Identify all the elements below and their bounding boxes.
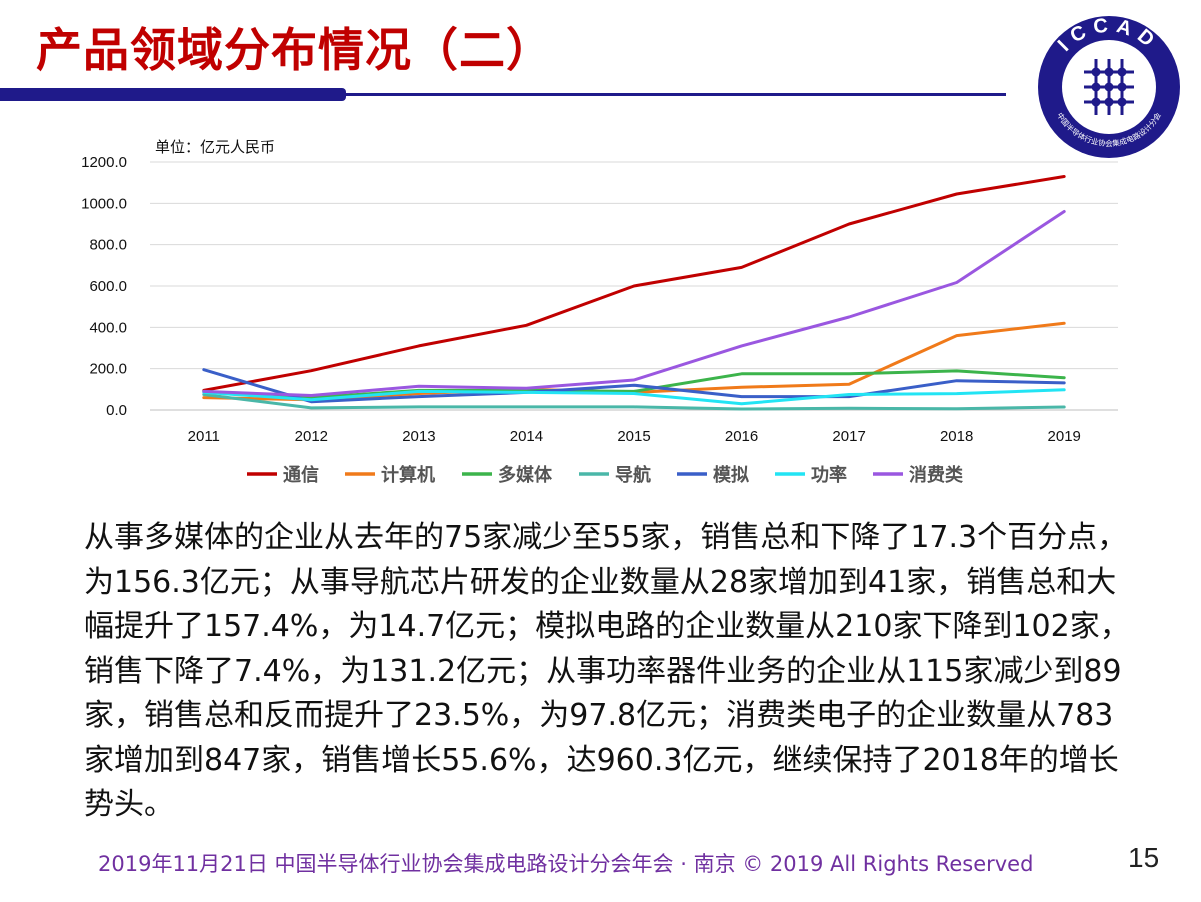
series-line-消费类	[202, 210, 1066, 397]
x-tick-label: 2013	[402, 428, 435, 445]
y-tick-label: 400.0	[89, 319, 127, 336]
x-tick-label: 2012	[295, 428, 328, 445]
title-underline-thick	[0, 88, 346, 101]
summary-paragraph: 从事多媒体的企业从去年的75家减少至55家，销售总和下降了17.3个百分点，为1…	[84, 520, 1130, 822]
legend-label: 消费类	[909, 464, 964, 485]
legend-label: 模拟	[713, 464, 749, 485]
y-tick-label: 800.0	[89, 237, 127, 254]
series-line-模拟	[202, 368, 1066, 404]
x-tick-label: 2014	[510, 428, 543, 445]
y-tick-label: 1000.0	[81, 195, 127, 212]
legend-label: 通信	[283, 464, 319, 485]
series-line-计算机	[202, 321, 1066, 402]
y-tick-label: 0.0	[106, 402, 127, 419]
y-tick-label: 600.0	[89, 278, 127, 295]
page-number: 15	[1128, 842, 1160, 873]
x-tick-label: 2019	[1048, 428, 1081, 445]
chart-unit-label: 单位：亿元人民币	[155, 139, 275, 156]
series-line-多媒体	[202, 369, 1066, 400]
legend-label: 功率	[811, 464, 847, 485]
legend-label: 计算机	[381, 464, 435, 485]
series-line-功率	[202, 388, 1066, 406]
x-tick-label: 2018	[940, 428, 973, 445]
footer-text: 2019年11月21日 中国半导体行业协会集成电路设计分会年会 · 南京 © 2…	[98, 852, 1034, 876]
x-tick-label: 2016	[725, 428, 758, 445]
series-line-通信	[202, 175, 1066, 392]
x-tick-label: 2015	[617, 428, 650, 445]
legend-label: 多媒体	[498, 464, 553, 485]
title-underline-thin	[346, 93, 1006, 96]
y-tick-label: 200.0	[89, 361, 127, 378]
series-line-导航	[202, 393, 1066, 411]
logo-grid-icon	[1084, 59, 1134, 115]
iccad-logo: ICCAD 中国半导体行业协会集成电路设计分会	[1038, 14, 1180, 158]
legend-label: 导航	[615, 464, 651, 485]
x-tick-label: 2017	[832, 428, 865, 445]
y-tick-label: 1200.0	[81, 154, 127, 171]
x-tick-label: 2011	[188, 428, 220, 445]
page-title: 产品领域分布情况（二）	[36, 23, 553, 77]
